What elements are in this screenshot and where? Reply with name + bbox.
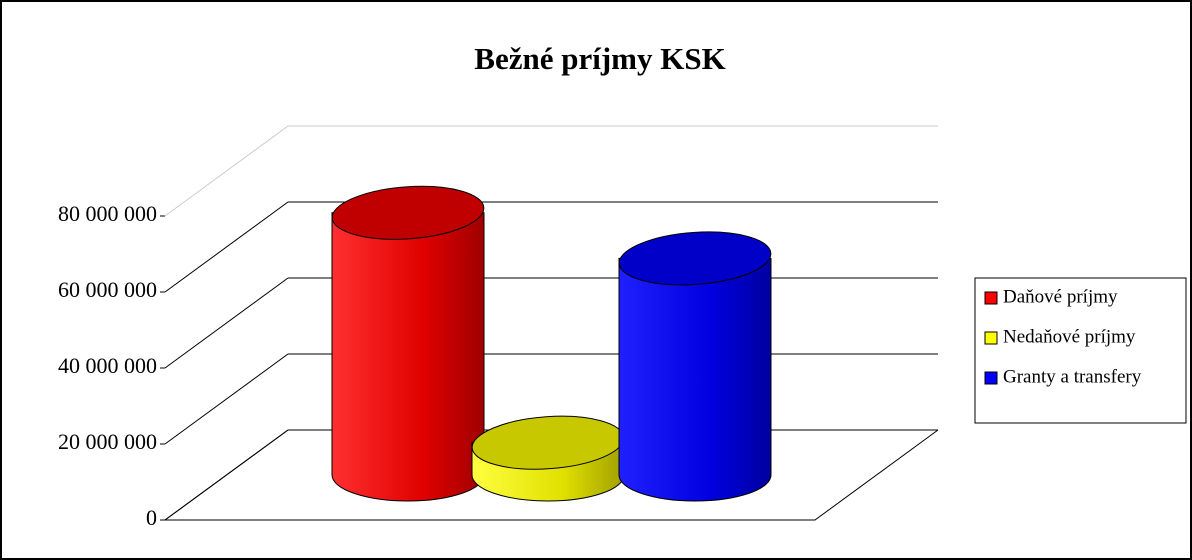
grid-line [164, 277, 289, 369]
legend-label: Daňové príjmy [1003, 286, 1118, 307]
y-tick-label: 0 [146, 505, 157, 530]
grid-line [164, 201, 289, 293]
legend-swatch [984, 371, 998, 385]
legend [974, 277, 1187, 424]
bar-top [618, 231, 772, 286]
bar [331, 212, 485, 502]
legend-swatch [984, 331, 998, 345]
y-tick-label: 60 000 000 [58, 277, 157, 302]
y-tick-label: 80 000 000 [58, 201, 157, 226]
bar [618, 257, 772, 502]
grid-line [164, 125, 289, 217]
grid-line [164, 353, 289, 445]
chart-title: Bežné príjmy KSK [474, 41, 725, 76]
grid-line [164, 429, 289, 521]
y-tick-label: 20 000 000 [58, 429, 157, 454]
legend-label: Nedaňové príjmy [1003, 326, 1136, 347]
bar-top [331, 185, 485, 240]
legend-label: Granty a transfery [1003, 366, 1142, 387]
legend-swatch [984, 291, 998, 305]
y-tick-label: 40 000 000 [58, 353, 157, 378]
